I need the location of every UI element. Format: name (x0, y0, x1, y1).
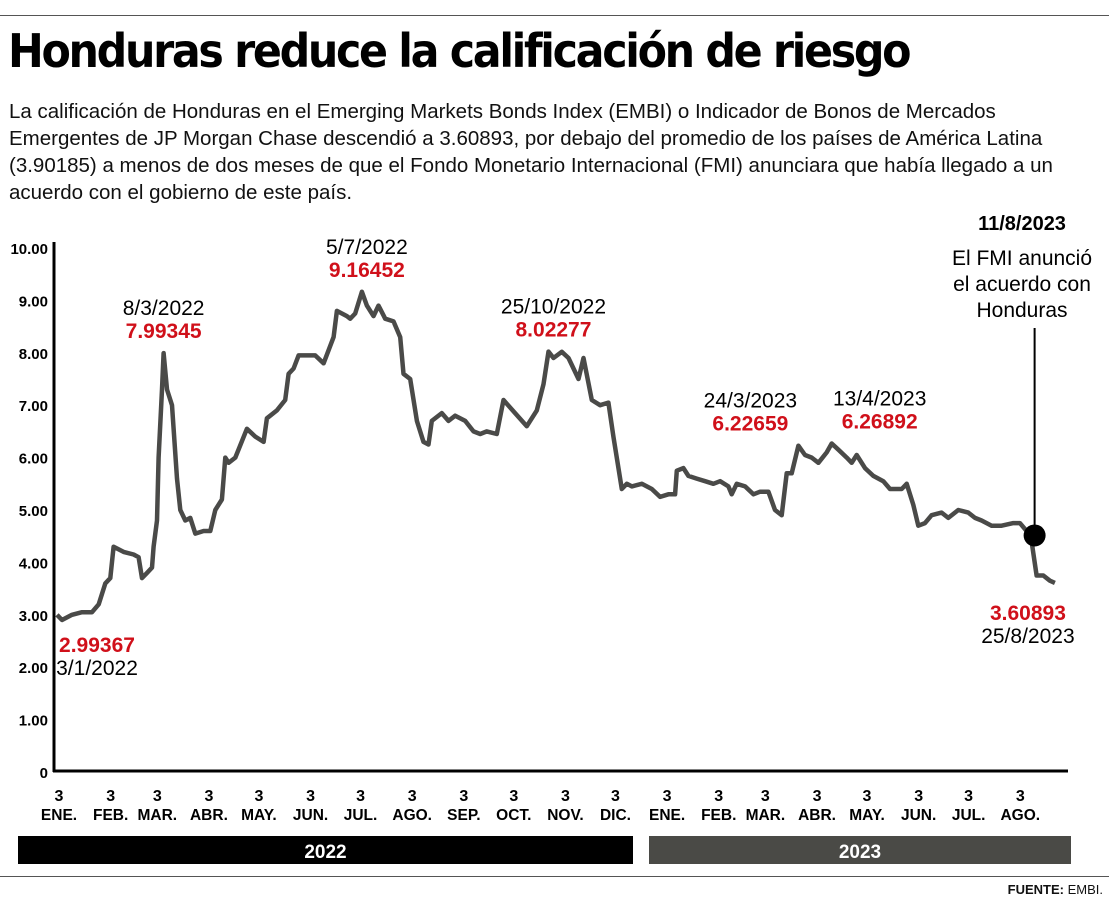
x-tick-day: 3 (611, 788, 620, 805)
x-tick-month: DIC. (600, 807, 631, 824)
x-tick-month: JUN. (293, 807, 328, 824)
x-tick-month: ENE. (649, 807, 685, 824)
x-tick-month: AGO. (392, 807, 432, 824)
y-tick-label: 1.00 (19, 713, 48, 730)
event-text: el acuerdo con (953, 273, 1091, 296)
y-tick-label: 9.00 (19, 293, 48, 310)
x-tick-month: ENE. (41, 807, 77, 824)
event-text: El FMI anunció (952, 247, 1092, 270)
x-tick-month: OCT. (496, 807, 531, 824)
annotation-date: 24/3/2023 (704, 390, 797, 413)
annotation-date: 25/8/2023 (981, 625, 1074, 648)
y-tick-label: 3.00 (19, 608, 48, 625)
event-marker (1023, 524, 1046, 547)
x-tick-month: MAR. (746, 807, 786, 824)
source-note: FUENTE: EMBI. (1008, 882, 1103, 897)
x-tick-month: JUN. (901, 807, 936, 824)
x-tick-month: MAY. (849, 807, 885, 824)
x-tick-day: 3 (561, 788, 570, 805)
x-tick-day: 3 (964, 788, 973, 805)
year-bar-2022 (18, 836, 633, 864)
y-tick-label: 7.00 (19, 398, 48, 415)
event-date: 11/8/2023 (978, 213, 1066, 235)
year-label: 2023 (839, 842, 881, 863)
y-tick-label: 8.00 (19, 346, 48, 363)
x-tick-day: 3 (459, 788, 468, 805)
page-title: Honduras reduce la calificación de riesg… (8, 24, 912, 78)
x-tick-month: NOV. (547, 807, 583, 824)
x-tick-day: 3 (714, 788, 723, 805)
x-tick-day: 3 (55, 788, 64, 805)
x-tick-month: MAY. (241, 807, 277, 824)
annotation-date: 5/7/2022 (326, 236, 408, 259)
x-tick-day: 3 (204, 788, 213, 805)
annotation-value: 6.22659 (712, 413, 788, 436)
annotation-date: 3/1/2022 (56, 657, 138, 680)
y-tick-label: 2.00 (19, 660, 48, 677)
x-tick-day: 3 (663, 788, 672, 805)
event-text: Honduras (976, 299, 1067, 322)
x-tick-day: 3 (813, 788, 822, 805)
annotation-value: 6.26892 (842, 411, 918, 434)
y-tick-label: 5.00 (19, 503, 48, 520)
y-tick-label: 0 (40, 765, 48, 782)
x-tick-day: 3 (106, 788, 115, 805)
annotation-value: 9.16452 (329, 259, 405, 282)
annotation-date: 13/4/2023 (833, 388, 926, 411)
x-tick-day: 3 (306, 788, 315, 805)
y-tick-label: 10.00 (10, 241, 48, 258)
year-bar-2023 (649, 836, 1071, 864)
x-tick-month: ABR. (798, 807, 836, 824)
annotation-value: 8.02277 (516, 319, 592, 342)
bottom-rule (0, 876, 1109, 877)
year-label: 2022 (304, 842, 346, 863)
x-tick-month: ABR. (190, 807, 228, 824)
x-tick-month: MAR. (137, 807, 177, 824)
x-tick-month: FEB. (701, 807, 736, 824)
x-tick-day: 3 (408, 788, 417, 805)
x-tick-day: 3 (153, 788, 162, 805)
source-label: FUENTE: (1007, 882, 1064, 897)
annotation-date: 25/10/2022 (501, 296, 606, 319)
y-tick-label: 4.00 (19, 555, 48, 572)
annotation-value: 7.99345 (126, 320, 202, 343)
x-tick-month: FEB. (93, 807, 128, 824)
annotation-value: 2.99367 (59, 634, 135, 657)
series-line (55, 289, 1056, 623)
source-value: EMBI. (1067, 882, 1103, 897)
x-tick-day: 3 (863, 788, 872, 805)
x-tick-day: 3 (356, 788, 365, 805)
x-tick-day: 3 (1016, 788, 1025, 805)
x-tick-month: JUL. (344, 807, 378, 824)
x-tick-day: 3 (254, 788, 263, 805)
annotation-value: 3.60893 (990, 602, 1066, 625)
x-tick-month: AGO. (1000, 807, 1040, 824)
x-tick-day: 3 (914, 788, 923, 805)
lede-paragraph: La calificación de Honduras en el Emergi… (9, 100, 1053, 204)
x-tick-day: 3 (509, 788, 518, 805)
x-tick-month: SEP. (447, 807, 480, 824)
x-tick-day: 3 (761, 788, 770, 805)
y-tick-label: 6.00 (19, 451, 48, 468)
top-rule (0, 15, 1109, 16)
annotation-date: 8/3/2022 (123, 297, 205, 320)
x-tick-month: JUL. (952, 807, 986, 824)
